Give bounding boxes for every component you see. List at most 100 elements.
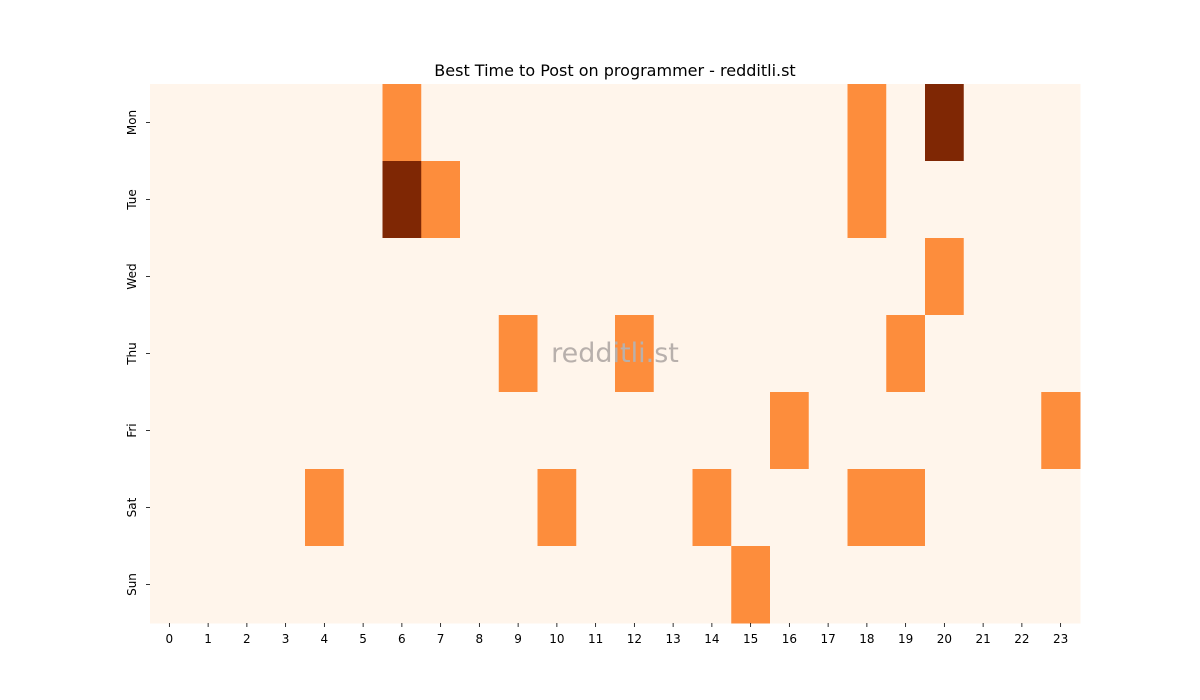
heatmap-cell-tue-4 (305, 161, 345, 239)
heatmap-cell-mon-10 (537, 84, 577, 162)
heatmap-cell-thu-18 (847, 315, 887, 393)
heatmap-cell-tue-18 (847, 161, 887, 239)
heatmap-cell-wed-9 (498, 238, 538, 316)
heatmap-cell-sun-12 (615, 546, 655, 624)
heatmap-cell-tue-8 (460, 161, 500, 239)
x-tick-label-19: 19 (898, 632, 913, 646)
heatmap-cell-thu-9 (498, 315, 538, 393)
heatmap-cell-tue-1 (188, 161, 228, 239)
x-tick-label-5: 5 (359, 632, 367, 646)
heatmap-cell-wed-20 (925, 238, 965, 316)
x-tick-label-20: 20 (937, 632, 952, 646)
heatmap-cell-sun-15 (731, 546, 771, 624)
heatmap-cell-thu-14 (692, 315, 732, 393)
heatmap-cell-tue-0 (150, 161, 190, 239)
x-tick-label-11: 11 (588, 632, 603, 646)
heatmap-cell-fri-2 (227, 392, 267, 470)
heatmap-cell-fri-3 (266, 392, 306, 470)
heatmap-cell-wed-16 (770, 238, 810, 316)
heatmap-cell-wed-14 (692, 238, 732, 316)
heatmap-cell-tue-17 (808, 161, 848, 239)
heatmap-cell-sun-16 (770, 546, 810, 624)
heatmap-cell-thu-22 (1002, 315, 1042, 393)
heatmap-cell-thu-15 (731, 315, 771, 393)
heatmap-cell-fri-0 (150, 392, 190, 470)
heatmap-cell-wed-18 (847, 238, 887, 316)
heatmap-cell-sat-11 (576, 469, 616, 547)
heatmap-cell-tue-11 (576, 161, 616, 239)
heatmap-cell-mon-14 (692, 84, 732, 162)
heatmap-cell-sun-22 (1002, 546, 1042, 624)
heatmap-cell-sat-4 (305, 469, 345, 547)
heatmap-cell-mon-22 (1002, 84, 1042, 162)
heatmap-cell-sat-2 (227, 469, 267, 547)
heatmap-cell-mon-19 (886, 84, 926, 162)
x-tick-label-14: 14 (704, 632, 719, 646)
heatmap-cell-mon-2 (227, 84, 267, 162)
heatmap-cell-wed-23 (1041, 238, 1081, 316)
heatmap-cell-tue-22 (1002, 161, 1042, 239)
heatmap-cell-tue-21 (963, 161, 1003, 239)
heatmap-cell-fri-23 (1041, 392, 1081, 470)
heatmap-cell-mon-0 (150, 84, 190, 162)
y-tick-label-sun: Sun (125, 573, 139, 596)
heatmap-cell-thu-3 (266, 315, 306, 393)
y-axis: Mon Tue Wed Thu Fri Sat Sun (125, 110, 150, 596)
y-tick-label-sat: Sat (125, 497, 139, 517)
heatmap-cell-thu-16 (770, 315, 810, 393)
x-tick-label-15: 15 (743, 632, 758, 646)
heatmap-cell-mon-18 (847, 84, 887, 162)
heatmap-cell-sat-19 (886, 469, 926, 547)
heatmap-cell-tue-23 (1041, 161, 1081, 239)
heatmap-cell-tue-7 (421, 161, 461, 239)
heatmap-cell-sat-13 (653, 469, 693, 547)
heatmap-cell-mon-3 (266, 84, 306, 162)
heatmap-cell-tue-20 (925, 161, 965, 239)
heatmap-cell-sat-21 (963, 469, 1003, 547)
heatmap-cell-wed-0 (150, 238, 190, 316)
y-tick-label-wed: Wed (125, 263, 139, 289)
heatmap-cell-tue-2 (227, 161, 267, 239)
heatmap-cell-fri-20 (925, 392, 965, 470)
heatmap-cell-wed-6 (382, 238, 422, 316)
heatmap-cell-fri-4 (305, 392, 345, 470)
heatmap-cell-thu-10 (537, 315, 577, 393)
heatmap-cell-sat-5 (343, 469, 383, 547)
heatmap-cell-tue-9 (498, 161, 538, 239)
heatmap-cell-wed-8 (460, 238, 500, 316)
heatmap-cell-sat-9 (498, 469, 538, 547)
heatmap-cell-wed-5 (343, 238, 383, 316)
heatmap-cell-wed-11 (576, 238, 616, 316)
heatmap-cell-sun-1 (188, 546, 228, 624)
heatmap-cell-mon-9 (498, 84, 538, 162)
heatmap-cell-fri-7 (421, 392, 461, 470)
y-tick-label-thu: Thu (125, 342, 139, 366)
heatmap-cell-sat-18 (847, 469, 887, 547)
heatmap-cell-sat-1 (188, 469, 228, 547)
x-tick-label-0: 0 (166, 632, 174, 646)
heatmap-cell-fri-16 (770, 392, 810, 470)
heatmap-cell-sat-15 (731, 469, 771, 547)
heatmap-cell-sun-23 (1041, 546, 1081, 624)
x-axis: 0 1 2 3 4 5 6 7 8 9 10 11 12 13 14 15 16 17 18 19 20 21 22 23 (166, 623, 1068, 646)
heatmap-cell-sat-3 (266, 469, 306, 547)
heatmap-cell-fri-19 (886, 392, 926, 470)
y-tick-label-tue: Tue (125, 189, 139, 211)
x-tick-label-3: 3 (282, 632, 290, 646)
heatmap-cell-tue-12 (615, 161, 655, 239)
heatmap-cell-sun-13 (653, 546, 693, 624)
heatmap-cell-tue-3 (266, 161, 306, 239)
heatmap-cell-sun-20 (925, 546, 965, 624)
x-tick-label-9: 9 (514, 632, 522, 646)
heatmap-cell-sun-3 (266, 546, 306, 624)
x-tick-label-23: 23 (1053, 632, 1068, 646)
heatmap-cell-sat-22 (1002, 469, 1042, 547)
heatmap-cell-thu-20 (925, 315, 965, 393)
heatmap-cell-sat-14 (692, 469, 732, 547)
heatmap-cell-sun-2 (227, 546, 267, 624)
y-tick-label-fri: Fri (125, 423, 139, 437)
heatmap-cell-sun-5 (343, 546, 383, 624)
heatmap-cell-sat-20 (925, 469, 965, 547)
heatmap-cell-wed-1 (188, 238, 228, 316)
heatmap-cell-wed-17 (808, 238, 848, 316)
